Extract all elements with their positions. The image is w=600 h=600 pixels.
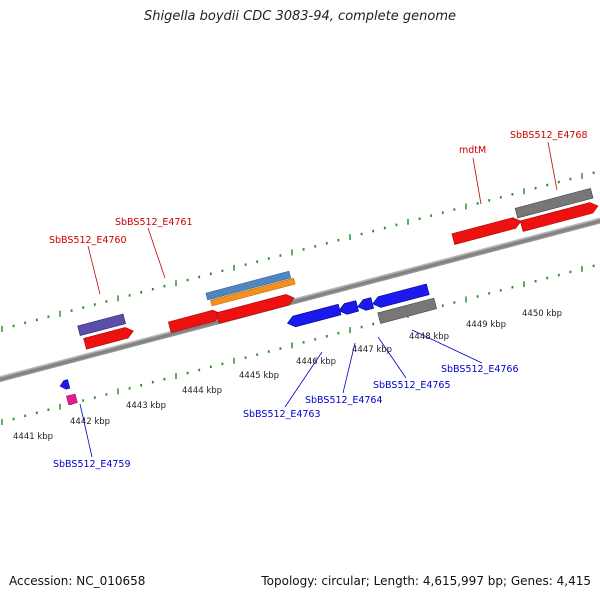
- scale-label-4447: 4447 kbp: [352, 345, 392, 355]
- ticks-top-row: [1, 171, 595, 332]
- gene-gray-box-top: [514, 188, 594, 219]
- gene-steelblue-box: [205, 270, 292, 301]
- scale-label-4449: 4449 kbp: [466, 320, 506, 330]
- gene-sbbs512-e4765-arrow: [357, 297, 375, 311]
- label-sbbs512-e4763: SbBS512_E4763: [243, 409, 321, 420]
- accession-text: Accession: NC_010658: [9, 574, 146, 588]
- scale-label-4446: 4446 kbp: [296, 357, 336, 367]
- genome-backbone: [0, 207, 600, 388]
- gene-magenta-box: [66, 393, 78, 406]
- gene-purple-box: [77, 313, 127, 337]
- gene-sbbs512-e4760-arrow: [83, 327, 134, 350]
- label-sbbs512-e4760: SbBS512_E4760: [49, 235, 127, 246]
- genome-summary-text: Topology: circular; Length: 4,615,997 bp…: [261, 574, 591, 588]
- label-sbbs512-e4761: SbBS512_E4761: [115, 217, 193, 228]
- label-sbbs512-e4766: SbBS512_E4766: [441, 364, 519, 375]
- scale-label-4444: 4444 kbp: [182, 386, 222, 396]
- label-sbbs512-e4759: SbBS512_E4759: [53, 459, 131, 470]
- scale-label-4442: 4442 kbp: [70, 417, 110, 427]
- gene-sbbs512-e4768-arrow: [519, 202, 599, 232]
- label-mdtm: mdtM: [459, 145, 486, 156]
- label-sbbs512-e4768: SbBS512_E4768: [510, 130, 588, 141]
- gene-orange-box: [210, 277, 296, 307]
- callout-lines: [79, 141, 558, 458]
- gene-sbbs512-e4759-arrow: [59, 379, 71, 390]
- scale-label-4450: 4450 kbp: [522, 309, 562, 319]
- scale-label-4448: 4448 kbp: [409, 332, 449, 342]
- gene-mdtm-arrow: [451, 217, 522, 245]
- ticks-bottom-row: [1, 264, 595, 425]
- gene-gray-box-bottom: [377, 297, 438, 324]
- scale-label-4445: 4445 kbp: [239, 371, 279, 381]
- gene-sbbs512-e4763-arrow: [286, 303, 342, 328]
- gene-track: [59, 188, 599, 406]
- label-sbbs512-e4765: SbBS512_E4765: [373, 380, 451, 391]
- map-title: Shigella boydii CDC 3083-94, complete ge…: [143, 9, 457, 24]
- scale-label-4441: 4441 kbp: [13, 432, 53, 442]
- gene-sbbs512-e4764-arrow: [338, 300, 359, 315]
- label-sbbs512-e4764: SbBS512_E4764: [305, 395, 383, 406]
- gene-sbbs512-e4761-arrow-b: [216, 294, 295, 324]
- gene-sbbs512-e4766-arrow: [372, 283, 430, 308]
- scale-label-4443: 4443 kbp: [126, 401, 166, 411]
